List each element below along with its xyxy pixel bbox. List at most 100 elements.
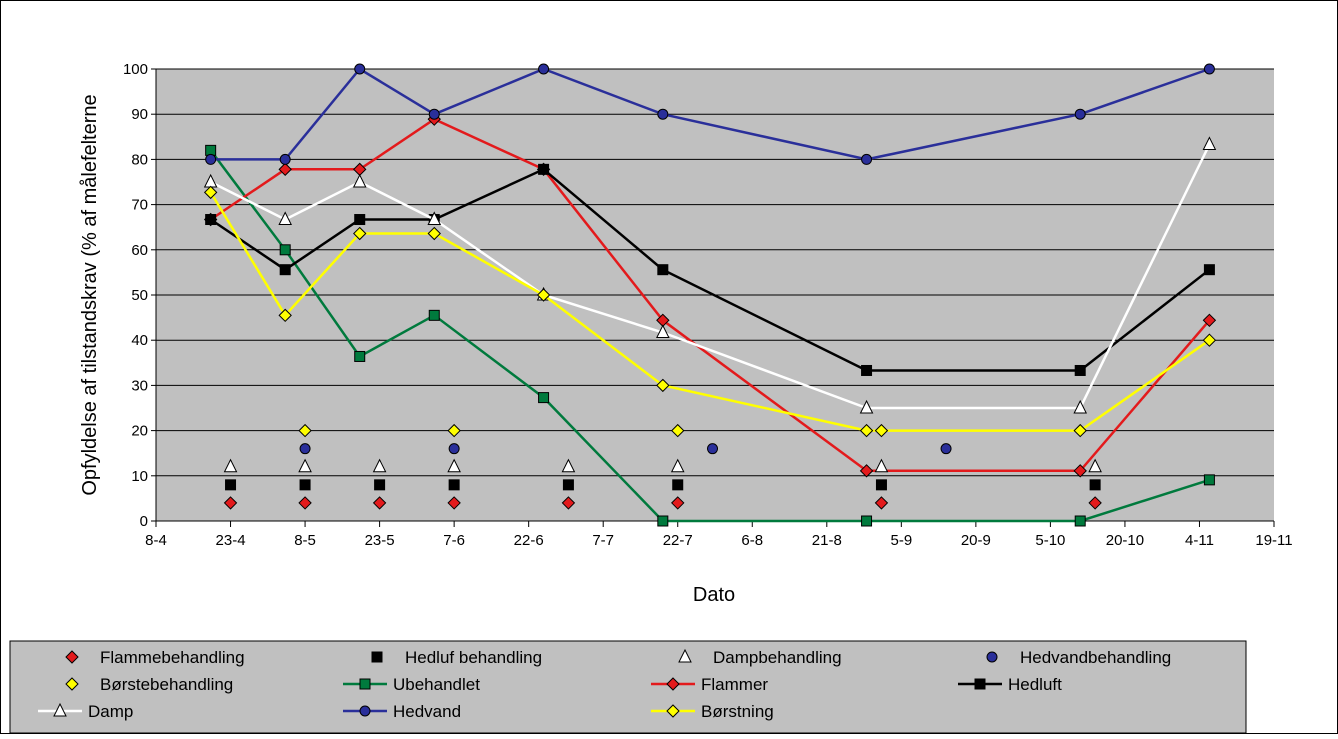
legend-label: Flammer <box>701 675 768 694</box>
y-tick-label: 0 <box>140 513 148 530</box>
data-point <box>536 288 551 302</box>
series-børstning <box>203 185 1217 438</box>
legend-item: Hedluft <box>958 675 1062 694</box>
series-hedluf-behandling <box>225 479 1101 491</box>
data-point <box>223 496 238 510</box>
data-point <box>427 226 441 241</box>
y-tick-label: 40 <box>131 332 148 349</box>
data-point <box>278 211 293 226</box>
y-tick-label: 60 <box>131 242 148 259</box>
legend-label: Hedvand <box>393 702 461 721</box>
legend-marker <box>359 705 371 717</box>
y-tick-label: 70 <box>131 197 148 214</box>
series-hedvandbehandling <box>299 443 952 455</box>
data-point <box>448 479 460 491</box>
legend-label: Damp <box>88 702 133 721</box>
x-tick-label: 20-10 <box>1106 532 1144 549</box>
data-point <box>1088 496 1102 510</box>
data-point <box>447 458 461 473</box>
data-point <box>875 479 887 491</box>
legend-item: Damp <box>38 702 133 721</box>
legend-item: Børstebehandling <box>65 675 233 694</box>
data-point <box>352 173 367 188</box>
data-point <box>874 423 889 438</box>
data-point <box>1074 515 1086 527</box>
data-point <box>859 423 874 438</box>
legend-label: Børstebehandling <box>100 675 233 694</box>
data-point <box>656 324 670 339</box>
series-hedvand <box>205 63 1215 165</box>
series-børstebehandling <box>298 423 889 438</box>
legend-marker <box>359 678 371 690</box>
data-point <box>1203 264 1215 276</box>
x-tick-label: 6-8 <box>741 532 763 549</box>
data-point <box>279 153 291 165</box>
data-point <box>859 399 874 414</box>
data-point <box>447 496 461 510</box>
data-point <box>671 423 685 438</box>
data-point <box>299 443 311 455</box>
data-point <box>656 378 670 393</box>
data-point <box>298 423 312 438</box>
x-tick-label: 23-4 <box>216 532 246 549</box>
data-point <box>298 458 312 473</box>
data-point <box>874 458 889 473</box>
legend-marker <box>678 648 692 663</box>
y-tick-label: 30 <box>131 377 148 394</box>
x-axis-title: Dato <box>693 584 735 606</box>
data-point <box>1073 399 1088 414</box>
data-point <box>1073 423 1087 438</box>
data-point <box>223 458 238 473</box>
x-tick-label: 21-8 <box>812 532 842 549</box>
x-tick-label: 5-10 <box>1035 532 1065 549</box>
legend-item: Dampbehandling <box>678 648 842 667</box>
data-point <box>861 153 873 165</box>
data-point <box>670 458 685 473</box>
data-point <box>354 63 366 75</box>
data-point <box>861 515 873 527</box>
y-tick-label: 90 <box>131 106 148 123</box>
data-point <box>1074 108 1086 120</box>
legend-marker <box>666 677 680 691</box>
legend-item: Flammebehandling <box>65 648 245 667</box>
data-point <box>561 496 576 510</box>
data-point <box>561 458 576 473</box>
legend-box <box>9 640 1247 734</box>
data-point <box>861 364 873 376</box>
legend-label: Flammebehandling <box>100 648 245 667</box>
x-tick-label: 23-5 <box>365 532 395 549</box>
data-point <box>205 214 217 226</box>
x-tick-label: 7-6 <box>443 532 465 549</box>
data-point <box>353 226 367 241</box>
legend-marker <box>53 702 67 717</box>
series-ubehandlet <box>205 144 1215 527</box>
data-point <box>448 443 460 455</box>
legend-item: Hedvand <box>343 702 461 721</box>
data-point <box>874 496 889 510</box>
data-point <box>538 63 550 75</box>
data-point <box>279 264 291 276</box>
legend-marker <box>65 677 79 691</box>
x-tick-label: 7-7 <box>592 532 614 549</box>
data-point <box>354 214 366 226</box>
legend-marker <box>974 678 986 690</box>
x-tick-label: 8-5 <box>294 532 316 549</box>
data-point <box>225 479 237 491</box>
data-point <box>1073 464 1087 478</box>
y-tick-label: 20 <box>131 423 148 440</box>
y-tick-label: 10 <box>131 468 148 485</box>
data-point <box>1202 333 1217 347</box>
legend-marker <box>371 651 383 663</box>
data-point <box>1088 458 1102 473</box>
data-point <box>940 443 952 455</box>
data-point <box>538 163 550 175</box>
data-point <box>298 496 312 510</box>
legend-label: Hedluft <box>1008 675 1062 694</box>
y-tick-label: 50 <box>131 287 148 304</box>
legend-marker <box>986 651 998 663</box>
data-point <box>707 443 719 455</box>
data-point <box>354 350 366 362</box>
data-point <box>447 423 461 438</box>
legend-item: Hedluf behandling <box>371 648 542 667</box>
